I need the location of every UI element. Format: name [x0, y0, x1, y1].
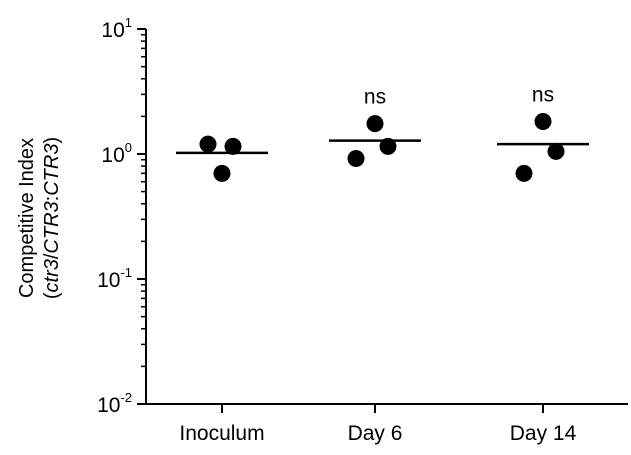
y-tick-base: 10	[101, 19, 124, 42]
y-tick-exponent: 1	[125, 15, 132, 30]
mean-lines	[176, 139, 589, 155]
y-tick-label: 10-1	[97, 265, 132, 292]
y-axis-label-part: ctr3	[41, 259, 63, 292]
y-axis-label: Competitive Index (ctr3/CTR3:CTR3)	[16, 137, 63, 299]
data-point	[366, 115, 384, 133]
data-point	[199, 135, 217, 153]
y-axis-label-part: )	[41, 137, 63, 144]
x-categories: Inoculum Day 6 Day 14	[179, 404, 577, 445]
y-axis-label-part: /	[41, 253, 63, 259]
y-tick-exponent: -1	[120, 265, 132, 280]
data-point	[224, 137, 242, 155]
y-tick-label: 101	[101, 15, 132, 42]
x-category-label: Inoculum	[179, 422, 264, 445]
y-tick-label: 10-2	[97, 390, 132, 417]
data-points	[199, 112, 565, 182]
significance-label: ns	[532, 83, 554, 106]
annotations: ns ns	[364, 83, 554, 108]
y-axis-label-line2: (ctr3/CTR3:CTR3)	[41, 137, 63, 299]
y-axis-label-part: :	[41, 196, 63, 202]
y-tick-exponent: 0	[125, 140, 132, 155]
x-category-label: Day 14	[510, 422, 577, 445]
y-tick-base: 10	[97, 269, 120, 292]
y-axis-label-part: (	[41, 292, 63, 299]
axes	[145, 29, 628, 405]
data-point	[534, 112, 552, 130]
y-tick-base: 10	[101, 144, 124, 167]
data-point	[213, 164, 231, 182]
y-axis-label-part: CTR3	[41, 201, 63, 253]
y-tick-exponent: -2	[120, 390, 132, 405]
data-point	[515, 164, 533, 182]
data-point	[379, 137, 397, 155]
y-tick-label: 100	[101, 140, 132, 167]
significance-label: ns	[364, 86, 386, 109]
y-axis-label-part: CTR3	[41, 144, 63, 196]
x-category-label: Day 6	[348, 422, 403, 445]
data-point	[347, 150, 365, 168]
y-tick-base: 10	[97, 394, 120, 417]
y-axis-label-line1: Competitive Index	[16, 138, 38, 298]
data-point	[547, 142, 565, 160]
